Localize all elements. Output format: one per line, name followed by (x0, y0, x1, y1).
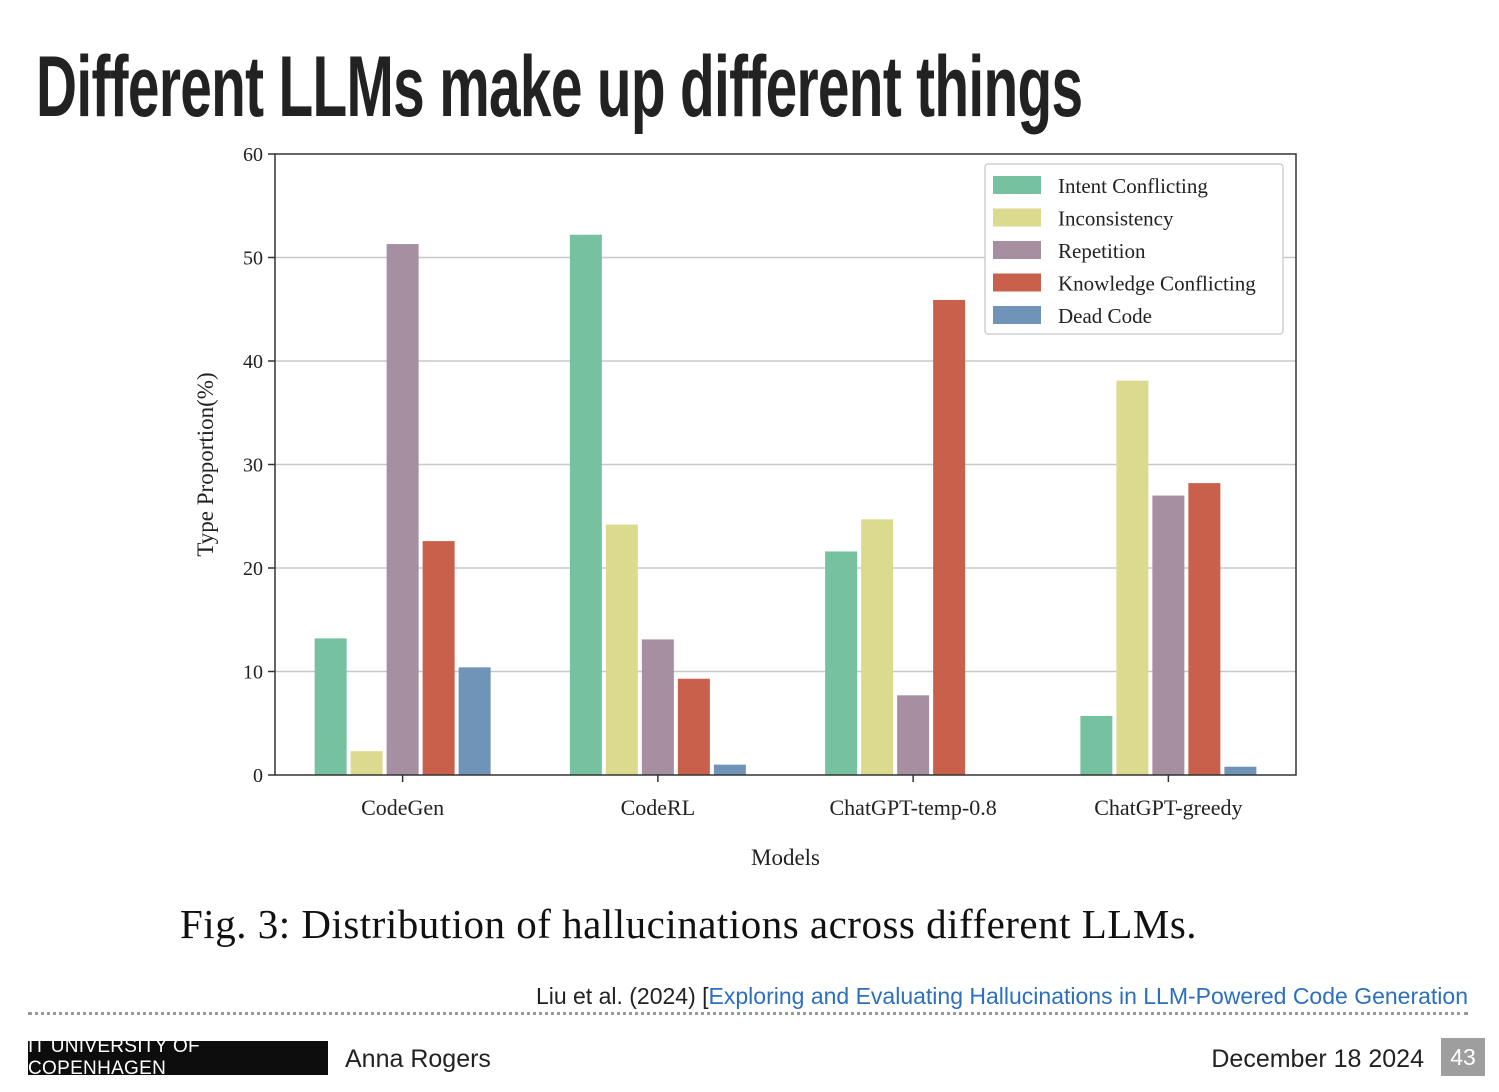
x-axis-label: Models (751, 845, 820, 870)
bar-dead-code (1224, 766, 1257, 775)
citation-link[interactable]: Exploring and Evaluating Hallucinations … (708, 983, 1468, 1009)
bar-knowledge-conflicting (1188, 483, 1221, 775)
plot-frame (274, 153, 1297, 776)
figure-caption: Fig. 3: Distribution of hallucinations a… (180, 901, 1198, 947)
legend-swatch (993, 208, 1041, 227)
bar-intent-conflicting (1080, 716, 1113, 775)
citation-prefix: Liu et al. (2024) [ (535, 983, 709, 1009)
y-tick-label: 50 (243, 248, 263, 270)
x-tick-label: ChatGPT-greedy (1094, 795, 1242, 820)
y-tick-label: 10 (243, 662, 263, 684)
page-number: 43 (1441, 1038, 1485, 1076)
legend-swatch (993, 306, 1041, 324)
institution-logo: IT UNIVERSITY OF COPENHAGEN (28, 1036, 328, 1079)
bar-inconsistency (350, 751, 383, 775)
y-tick-label: 40 (243, 351, 263, 373)
slide-title: Different LLMs make up different things (36, 39, 1083, 135)
legend-label: Dead Code (1058, 304, 1152, 328)
legend-label: Repetition (1058, 239, 1146, 263)
bar-inconsistency (1116, 380, 1149, 775)
bar-dead-code (458, 667, 491, 775)
x-tick-label: ChatGPT-temp-0.8 (830, 795, 997, 820)
x-tick-label: CodeRL (621, 795, 696, 820)
y-tick-label: 0 (253, 765, 263, 787)
bar-repetition (386, 244, 419, 776)
bar-dead-code (713, 764, 746, 775)
y-tick-label: 20 (243, 558, 263, 580)
x-tick-label: CodeGen (361, 795, 444, 820)
y-tick-label: 30 (243, 455, 263, 477)
y-tick-label: 60 (243, 144, 263, 166)
bar-inconsistency (605, 524, 638, 775)
legend-box (984, 163, 1284, 335)
bar-intent-conflicting (314, 638, 347, 775)
legend-label: Intent Conflicting (1058, 174, 1208, 198)
bar-inconsistency (861, 519, 894, 775)
footer-divider (28, 1012, 1468, 1015)
y-axis-label: Type Proportion(%) (193, 372, 218, 556)
bar-chart: 0 10 20 30 40 50 60 CodeGen CodeRL ChatGPT-temp-0… (193, 144, 1297, 870)
legend-swatch (993, 176, 1041, 194)
bar-knowledge-conflicting (677, 678, 710, 775)
legend-swatch (993, 273, 1041, 292)
institution-name: IT UNIVERSITY OF COPENHAGEN (28, 1036, 200, 1079)
bar-repetition (897, 695, 930, 775)
legend-label: Knowledge Conflicting (1058, 272, 1256, 296)
footer-date: December 18 2024 (1211, 1045, 1424, 1073)
bar-knowledge-conflicting (933, 299, 966, 775)
bar-knowledge-conflicting (422, 541, 455, 775)
bar-intent-conflicting (825, 551, 858, 775)
bar-repetition (641, 639, 674, 775)
legend-label: Inconsistency (1058, 207, 1174, 231)
citation: Liu et al. (2024) [Exploring and Evaluat… (536, 983, 1468, 1010)
bar-repetition (1152, 495, 1185, 775)
bar-intent-conflicting (569, 234, 602, 776)
legend-swatch (993, 241, 1041, 259)
footer-author: Anna Rogers (345, 1045, 491, 1073)
